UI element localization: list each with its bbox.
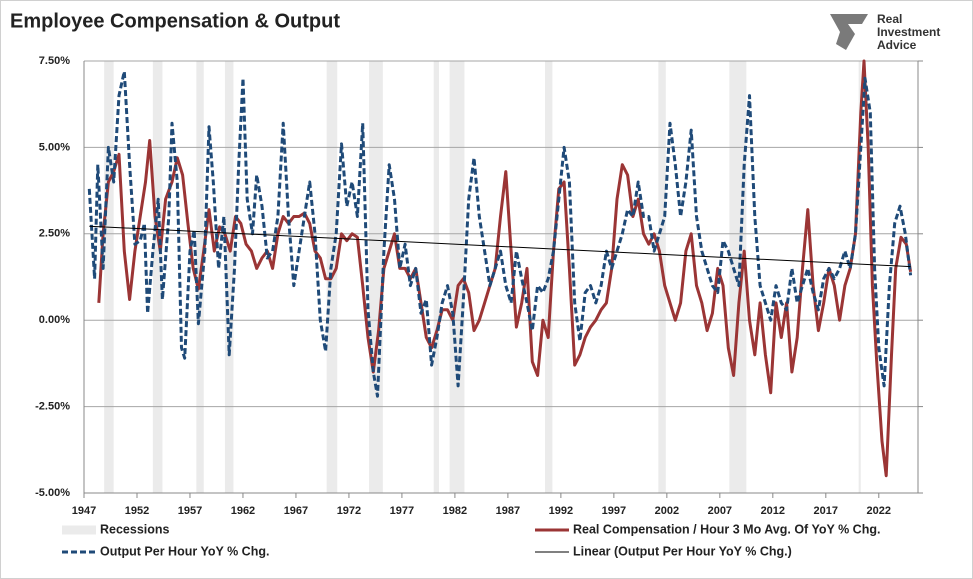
x-tick-label: 2012: [761, 505, 785, 517]
x-tick-label: 1957: [178, 505, 202, 517]
y-tick-label: 0.00%: [39, 314, 70, 326]
x-tick-label: 2017: [814, 505, 838, 517]
chart-title: Employee Compensation & Output: [10, 10, 340, 32]
logo-text: Advice: [877, 38, 917, 52]
logo-text: Real: [877, 12, 902, 26]
recession-band: [433, 61, 440, 493]
x-tick-label: 2002: [655, 505, 679, 517]
x-tick-label: 1972: [337, 505, 361, 517]
recession-band: [104, 61, 114, 493]
legend-label: Linear (Output Per Hour YoY % Chg.): [573, 544, 792, 558]
x-tick-label: 1977: [390, 505, 414, 517]
y-tick-label: -5.00%: [35, 487, 70, 499]
logo: Real Investment Advice: [830, 12, 940, 52]
logo-mark: [830, 14, 868, 50]
legend-label: Real Compensation / Hour 3 Mo Avg. Of Yo…: [573, 522, 880, 536]
x-tick-label: 1947: [72, 505, 96, 517]
recession-band: [449, 61, 465, 493]
recession-band: [858, 61, 861, 493]
legend-label: Recessions: [100, 522, 170, 536]
x-tick-label: 2022: [867, 505, 891, 517]
recession-band: [152, 61, 163, 493]
series-line: [97, 59, 913, 478]
series-line: [87, 69, 913, 398]
x-tick-label: 1992: [549, 505, 573, 517]
y-tick-label: 5.00%: [39, 141, 70, 153]
legend-label: Output Per Hour YoY % Chg.: [100, 544, 269, 558]
x-tick-label: 1982: [443, 505, 467, 517]
recession-band: [369, 61, 383, 493]
recession-band: [224, 61, 234, 493]
x-tick-label: 1997: [602, 505, 626, 517]
y-tick-label: 2.50%: [39, 228, 70, 240]
x-tick-label: 1987: [496, 505, 520, 517]
logo-text: Investment: [877, 25, 940, 39]
y-tick-label: -2.50%: [35, 401, 70, 413]
y-tick-label: 7.50%: [39, 55, 70, 67]
x-tick-label: 1967: [284, 505, 308, 517]
series-line: [89, 225, 911, 268]
x-tick-label: 1952: [125, 505, 149, 517]
x-tick-label: 2007: [708, 505, 732, 517]
x-tick-label: 1962: [231, 505, 255, 517]
